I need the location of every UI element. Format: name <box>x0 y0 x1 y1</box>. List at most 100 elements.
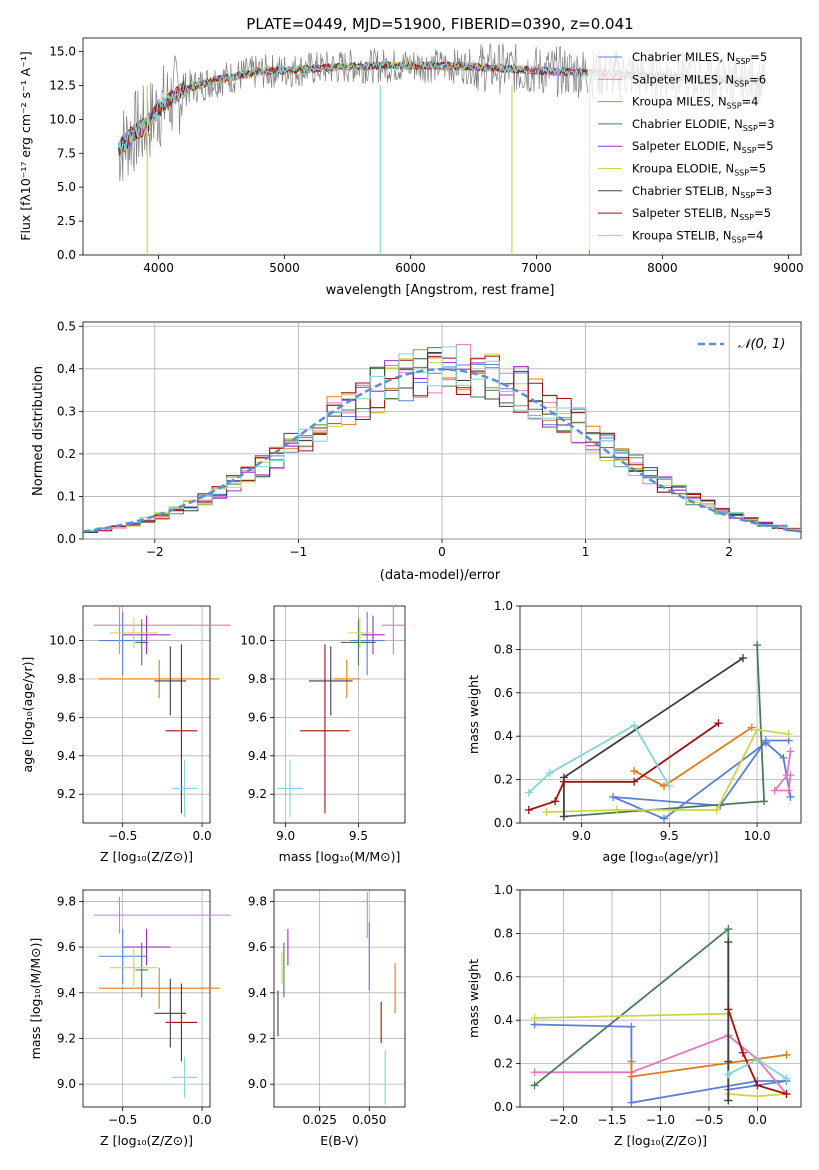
weight-marker <box>530 1014 539 1023</box>
age-vs-mass-panel: 9.0 9.5 9.2 9.4 9.6 9.8 10.0 mass [log₁₀(M/M⊙)] <box>240 605 406 864</box>
x-tick-label: 0.050 <box>352 1113 386 1127</box>
panel-ylabel: mass weight <box>466 959 481 1038</box>
weight-marker <box>761 736 770 745</box>
x-tick-label: 9.5 <box>660 829 679 843</box>
y-tick-label: 9.2 <box>248 787 267 801</box>
weight-marker <box>627 1022 636 1031</box>
spectrum-xlabel: wavelength [Angstrom, rest frame] <box>326 283 555 298</box>
y-tick-label: 9.6 <box>57 940 76 954</box>
spectrum-legend: Chabrier MILES, NSSP=5 Salpeter MILES, NS… <box>588 44 794 250</box>
x-tick-label: −1.0 <box>646 1113 675 1127</box>
spectrum-frame <box>82 37 802 256</box>
x-tick-label: −2.0 <box>549 1113 578 1127</box>
weight-marker <box>714 719 723 728</box>
spectrum-y-tick-label: 10.0 <box>49 112 76 126</box>
x-tick-label: 0.0 <box>193 1113 212 1127</box>
histogram-steps <box>82 344 802 533</box>
weight-marker <box>753 641 762 650</box>
weight-marker <box>747 723 756 732</box>
spectrum-panel: PLATE=0449, MJD=51900, FIBERID=0390, z=0… <box>18 15 804 298</box>
panel-frame <box>519 889 802 1108</box>
y-tick-label: 9.0 <box>57 1077 76 1091</box>
weight-marker <box>753 1092 762 1101</box>
y-tick-label: 9.4 <box>248 986 267 1000</box>
histogram-xlabel: (data-model)/error <box>380 568 501 583</box>
histogram-ylabel: Normed distribution <box>31 366 46 496</box>
histogram-x-tick-label: −2 <box>146 545 164 559</box>
weight-marker <box>627 1057 636 1066</box>
y-tick-label: 9.6 <box>248 710 267 724</box>
histogram-y-tick-label: 0.1 <box>57 489 76 503</box>
weight-marker <box>660 814 669 823</box>
y-tick-label: 9.6 <box>57 710 76 724</box>
weight-marker <box>559 812 568 821</box>
spectrum-x-tick-label: 4000 <box>143 261 174 275</box>
y-tick-label: 0.6 <box>494 686 513 700</box>
legend-label: Kroupa STELIB, NSSP=4 <box>632 228 763 244</box>
y-tick-label: 9.4 <box>248 749 267 763</box>
panel-frame <box>519 605 802 824</box>
legend-label: Chabrier STELIB, NSSP=3 <box>632 184 772 200</box>
weight-line <box>727 1009 787 1095</box>
y-tick-label: 0.4 <box>494 729 513 743</box>
histogram-x-tick-label: 2 <box>725 545 733 559</box>
panel-xlabel: Z [log₁₀(Z/Z⊙)] <box>614 1133 707 1148</box>
y-tick-label: 9.8 <box>57 672 76 686</box>
weight-marker <box>524 788 533 797</box>
histogram-x-tick-label: 1 <box>582 545 590 559</box>
spectrum-x-tick-label: 7000 <box>521 261 552 275</box>
weight-marker <box>724 1096 733 1105</box>
weight-marker <box>784 786 793 795</box>
weight-marker <box>724 1070 733 1079</box>
x-tick-label: 9.0 <box>572 829 591 843</box>
weight-marker <box>784 730 793 739</box>
x-tick-label: 0.0 <box>193 829 212 843</box>
mass-weight-vs-age-panel: 9.0 9.5 10.0 0.0 0.2 0.4 0.6 0.8 1.0 age [log₁₀(a… <box>466 599 802 864</box>
normal-legend-label: 𝒩(0, 1) <box>738 337 785 352</box>
weight-marker <box>782 1089 791 1098</box>
mass-vs-z-panel: −0.5 0.0 9.0 9.2 9.4 9.6 9.8 Z [log₁₀(Z/Z⊙)] mas… <box>28 889 231 1148</box>
y-tick-label: 0.4 <box>494 1013 513 1027</box>
legend-label: Kroupa MILES, NSSP=4 <box>632 95 758 111</box>
spectrum-y-ticks: 0.0 2.5 5.0 7.5 10.0 12.5 15.0 <box>49 45 83 262</box>
weight-marker <box>760 797 769 806</box>
histogram-x-tick-label: −1 <box>290 545 308 559</box>
spectrum-x-tick-label: 6000 <box>395 261 426 275</box>
spectrum-x-tick-label: 8000 <box>647 261 678 275</box>
panel-xlabel: mass [log₁₀(M/M⊙)] <box>279 849 401 864</box>
panel-frame <box>82 605 211 824</box>
weight-marker <box>551 797 560 806</box>
weight-marker <box>609 792 618 801</box>
legend-background <box>588 44 794 250</box>
panel-frame <box>273 605 406 824</box>
weight-line <box>528 724 671 794</box>
y-tick-label: 9.8 <box>57 894 76 908</box>
weight-marker <box>786 792 795 801</box>
y-tick-label: 1.0 <box>494 599 513 613</box>
weight-marker <box>753 1081 762 1090</box>
histogram-legend: 𝒩(0, 1) <box>698 337 785 352</box>
weight-marker <box>724 925 733 934</box>
legend-label: Kroupa ELODIE, NSSP=5 <box>632 162 766 178</box>
x-tick-label: 9.5 <box>349 829 368 843</box>
y-tick-label: 10.0 <box>240 634 267 648</box>
histogram-ticks: −2 −1 0 1 2 0.0 0.1 0.2 0.3 0.4 0.5 <box>57 319 733 559</box>
panel-ylabel: mass [log₁₀(M/M⊙)] <box>28 938 43 1060</box>
weight-marker <box>630 721 639 730</box>
panel-ylabel: mass weight <box>466 675 481 754</box>
weight-marker <box>786 771 795 780</box>
weight-marker <box>753 1055 762 1064</box>
y-tick-label: 9.2 <box>248 1031 267 1045</box>
spectrum-title: PLATE=0449, MJD=51900, FIBERID=0390, z=0… <box>246 15 633 33</box>
panel-ylabel: age [log₁₀(age/yr)] <box>20 657 35 773</box>
weight-marker <box>665 782 674 791</box>
spectrum-x-tick-label: 5000 <box>269 261 300 275</box>
weight-marker <box>782 1074 791 1083</box>
histogram-y-tick-label: 0.2 <box>57 447 76 461</box>
x-tick-label: −0.5 <box>694 1113 723 1127</box>
panel-xlabel: age [log₁₀(age/yr)] <box>603 849 719 864</box>
histogram-y-tick-label: 0.5 <box>57 319 76 333</box>
x-tick-label: 0.025 <box>302 1113 336 1127</box>
y-tick-label: 9.0 <box>248 1077 267 1091</box>
weight-marker <box>559 777 568 786</box>
